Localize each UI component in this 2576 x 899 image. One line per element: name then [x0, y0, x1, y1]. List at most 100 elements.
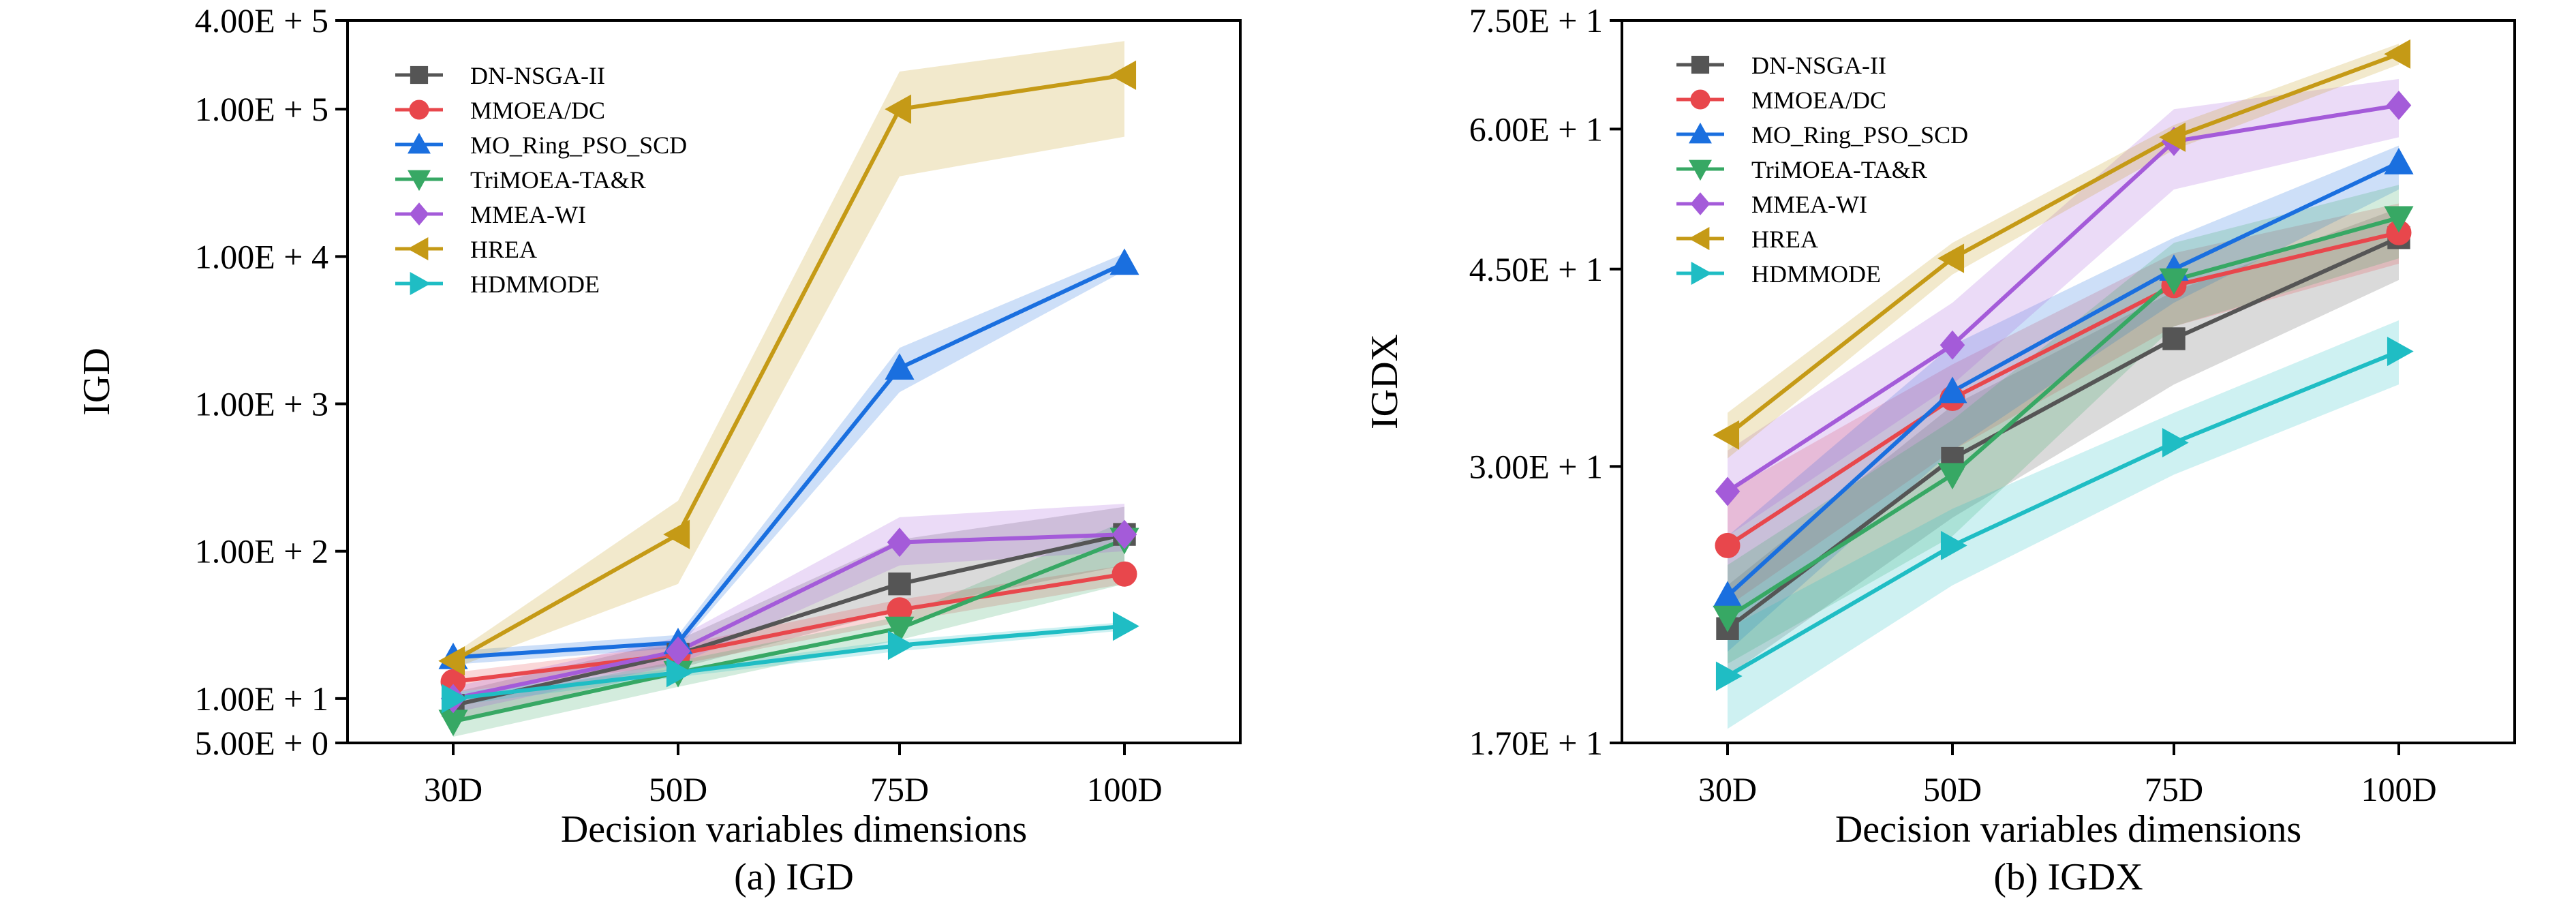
- y-tick-label: 4.50E + 1: [1469, 250, 1603, 288]
- series-line-hrea: [1726, 52, 2400, 437]
- chart-panel-igd: 5.00E + 0 1.00E + 1 1.00E + 2 1.00E + 3 1.00…: [76, 1, 1242, 898]
- legend-label-mo-ring-pso-scd: MO_Ring_PSO_SCD: [1751, 121, 1968, 149]
- series-line-mmea-wi: [1726, 103, 2399, 493]
- data-point-mo-ring-pso-scd: [1109, 248, 1139, 275]
- x-tick-label: 100D: [1086, 770, 1162, 808]
- data-point-hdmmode: [887, 630, 915, 660]
- band-mmea-wi: [1728, 78, 2399, 536]
- y-axis-title: IGD: [76, 348, 118, 416]
- series-line-dn-nsga-ii: [453, 532, 1125, 707]
- legend-marker-hdmmode: [410, 272, 431, 295]
- data-point-hrea: [438, 646, 465, 676]
- series-line-mmoea-dc: [453, 572, 1125, 684]
- data-point-trimoea-ta-r: [2159, 268, 2189, 295]
- x-tick-label: 50D: [649, 770, 707, 808]
- legend-label-hrea: HREA: [1751, 226, 1818, 253]
- lines-group: [452, 73, 1126, 724]
- x-axis-ticks: 30D 50D 75D 100D: [424, 743, 1163, 808]
- data-point-hdmmode: [666, 658, 693, 688]
- series-line-hdmmode: [1726, 349, 2400, 678]
- data-point-trimoea-ta-r: [885, 616, 915, 643]
- data-point-mo-ring-pso-scd: [1937, 376, 1967, 403]
- data-point-mmoea-dc: [1111, 561, 1137, 587]
- legend-label-mmoea-dc: MMOEA/DC: [470, 97, 605, 124]
- plot-frame: [346, 19, 1242, 744]
- lines-group: [1726, 52, 2400, 678]
- y-axis-ticks: 5.00E + 0 1.00E + 1 1.00E + 2 1.00E + 3 1.00…: [195, 1, 348, 762]
- y-tick-label: 7.50E + 1: [1469, 1, 1603, 40]
- legend-marker-mmoea-dc: [409, 100, 429, 120]
- data-point-hdmmode: [1715, 661, 1743, 691]
- legend-label-mmea-wi: MMEA-WI: [1751, 191, 1867, 218]
- data-point-dn-nsga-ii: [888, 572, 911, 596]
- data-point-mo-ring-pso-scd: [885, 353, 915, 380]
- legend-marker-mo-ring-pso-scd: [1689, 122, 1712, 144]
- legend-label-trimoea-ta-r: TriMOEA-TA&R: [470, 166, 646, 194]
- markers-group: [438, 60, 1139, 737]
- data-point-hdmmode: [1940, 530, 1967, 560]
- x-tick-label: 50D: [1923, 770, 1982, 808]
- data-point-hrea: [885, 94, 912, 124]
- x-axis-title: Decision variables dimensions: [1835, 808, 2301, 851]
- data-point-hrea: [2159, 122, 2186, 152]
- series-line-dn-nsga-ii: [1726, 235, 2400, 630]
- y-axis-ticks: 1.70E + 1 3.00E + 1 4.50E + 1 6.00E + 1 7.50…: [1469, 1, 1622, 762]
- data-point-hdmmode: [1112, 611, 1139, 641]
- series-line-trimoea-ta-r: [453, 537, 1126, 724]
- series-line-mo-ring-pso-scd: [453, 261, 1126, 660]
- band-trimoea-ta-r: [1728, 185, 2399, 664]
- data-point-mo-ring-pso-scd: [2384, 147, 2414, 174]
- legend-label-dn-nsga-ii: DN-NSGA-II: [470, 62, 605, 89]
- data-point-trimoea-ta-r: [1713, 605, 1743, 633]
- data-point-hrea: [1937, 243, 1965, 273]
- band-hdmmode: [1728, 320, 2399, 729]
- y-tick-label: 1.00E + 5: [195, 90, 328, 128]
- x-tick-label: 75D: [870, 770, 929, 808]
- data-point-dn-nsga-ii: [2162, 327, 2186, 350]
- legend-label-mo-ring-pso-scd: MO_Ring_PSO_SCD: [470, 132, 687, 159]
- data-point-mmea-wi: [1111, 519, 1137, 549]
- legend-marker-mo-ring-pso-scd: [408, 132, 431, 154]
- legend-marker-hrea: [407, 237, 429, 260]
- series-line-mo-ring-pso-scd: [1726, 160, 2400, 598]
- x-tick-label: 100D: [2361, 770, 2436, 808]
- data-point-hdmmode: [2162, 427, 2189, 458]
- y-tick-label: 1.70E + 1: [1469, 724, 1603, 762]
- y-tick-label: 1.00E + 3: [195, 385, 328, 423]
- data-point-hdmmode: [2387, 337, 2414, 367]
- legend-label-hrea: HREA: [470, 236, 537, 263]
- legend-label-hdmmode: HDMMODE: [470, 271, 600, 298]
- band-trimoea-ta-r: [453, 521, 1124, 737]
- band-hdmmode: [453, 622, 1124, 705]
- legend-marker-trimoea-ta-r: [1689, 159, 1712, 181]
- legend-marker-hrea: [1688, 227, 1710, 250]
- legend-marker-mmoea-dc: [1690, 89, 1711, 110]
- series-line-mmoea-dc: [1726, 230, 2399, 547]
- legend-marker-trimoea-ta-r: [408, 170, 431, 192]
- panel-caption: (a) IGD: [734, 856, 854, 898]
- legend-label-mmea-wi: MMEA-WI: [470, 201, 586, 228]
- legend-marker-mmea-wi: [1690, 192, 1711, 215]
- x-tick-label: 30D: [424, 770, 482, 808]
- legend: DN-NSGA-II MMOEA/DC MO_Ring_PSO_SCD TriMOEA…: [395, 62, 687, 298]
- plot-frame: [1621, 19, 2516, 744]
- y-tick-label: 6.00E + 1: [1469, 110, 1603, 148]
- band-mmoea-dc: [1728, 203, 2399, 607]
- y-tick-label: 4.00E + 5: [195, 1, 328, 40]
- legend-marker-hdmmode: [1691, 262, 1713, 285]
- y-tick-label: 1.00E + 2: [195, 532, 328, 570]
- data-point-mmoea-dc: [1715, 532, 1741, 558]
- markers-group: [1713, 39, 2414, 691]
- data-point-trimoea-ta-r: [2384, 206, 2414, 233]
- band-hrea: [1728, 44, 2399, 459]
- legend-marker-dn-nsga-ii: [1691, 55, 1710, 74]
- data-point-trimoea-ta-r: [1937, 463, 1967, 490]
- legend-marker-dn-nsga-ii: [410, 65, 429, 85]
- x-axis-title: Decision variables dimensions: [561, 808, 1027, 851]
- panel-caption: (b) IGDX: [1993, 856, 2143, 898]
- data-point-mmea-wi: [2386, 91, 2412, 120]
- data-point-hrea: [1109, 60, 1137, 90]
- legend-label-hdmmode: HDMMODE: [1751, 260, 1881, 288]
- y-tick-label: 1.00E + 1: [195, 680, 328, 718]
- band-dn-nsga-ii: [1728, 208, 2399, 677]
